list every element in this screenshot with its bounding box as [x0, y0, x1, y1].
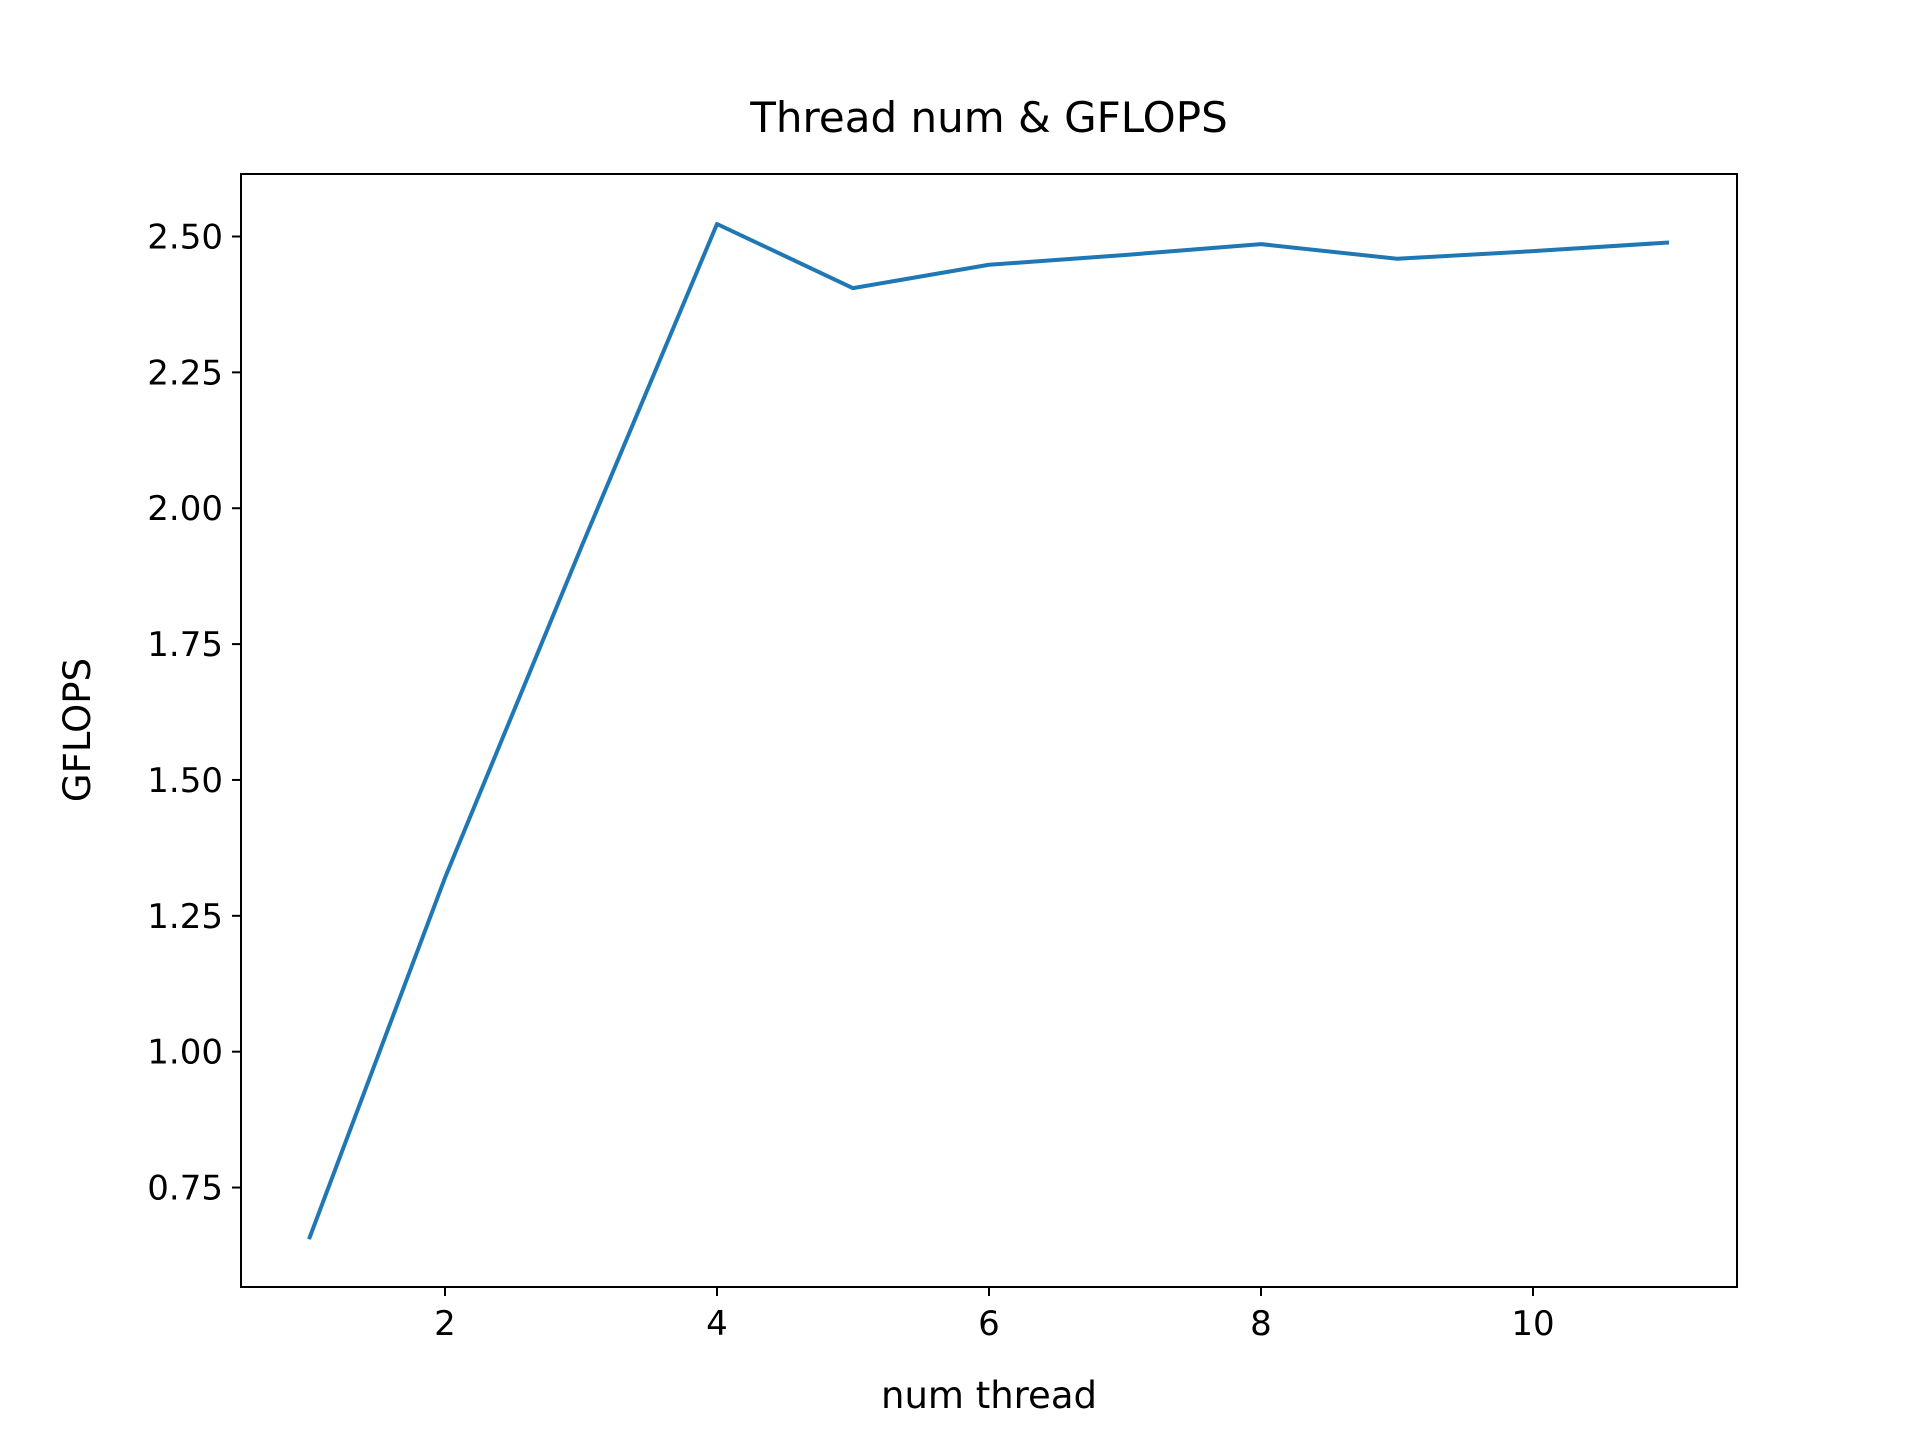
- x-axis-label: num thread: [881, 1374, 1097, 1417]
- chart-title: Thread num & GFLOPS: [749, 93, 1227, 142]
- x-tick-label: 2: [434, 1304, 456, 1344]
- y-tick-label: 2.25: [147, 353, 223, 393]
- x-tick-label: 10: [1511, 1304, 1554, 1344]
- y-tick-label: 1.75: [147, 625, 223, 665]
- x-tick-label: 4: [706, 1304, 728, 1344]
- y-tick-label: 1.50: [147, 761, 223, 801]
- y-tick-label: 1.25: [147, 897, 223, 937]
- x-tick-label: 6: [978, 1304, 1000, 1344]
- y-tick-label: 2.00: [147, 489, 223, 529]
- plot-frame: [240, 173, 1738, 1288]
- y-tick-label: 2.50: [147, 217, 223, 257]
- y-tick-label: 1.00: [147, 1033, 223, 1073]
- y-tick-label: 0.75: [147, 1169, 223, 1209]
- x-tick-label: 8: [1250, 1304, 1272, 1344]
- y-axis-label: GFLOPS: [56, 658, 99, 802]
- series-line: [307, 222, 1670, 1240]
